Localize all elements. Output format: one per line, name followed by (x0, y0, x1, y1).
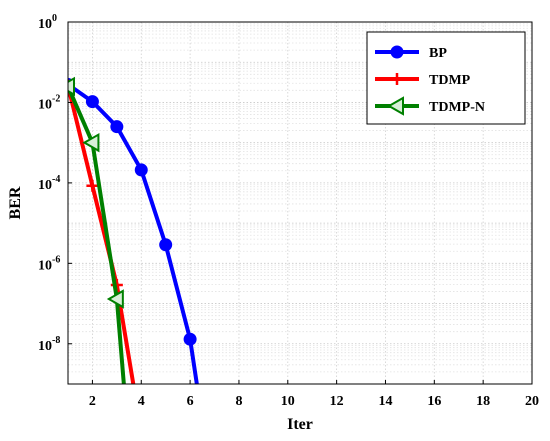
series-tdmp-n (68, 76, 126, 384)
y-axis-label: BER (7, 186, 24, 219)
y-tick-label: 10-4 (38, 174, 60, 193)
data-point-bp (110, 120, 124, 134)
x-axis-label: Iter (287, 416, 313, 433)
grid (68, 22, 533, 385)
data-point-bp (134, 163, 148, 177)
legend: BP TDMP TDMP-N (366, 31, 526, 125)
x-axis-ticks: 2 4 6 8 10 12 14 16 18 20 (89, 380, 539, 409)
x-tick-label: 20 (525, 394, 539, 409)
x-tick-label: 8 (235, 394, 242, 409)
legend-label-tdmp-n: TDMP-N (429, 100, 485, 115)
series-bp (68, 77, 199, 384)
plot-frame (67, 21, 533, 385)
y-tick-exponent: -6 (52, 254, 60, 265)
x-tick-label: 4 (138, 394, 145, 409)
x-tick-label: 18 (476, 394, 490, 409)
legend-label-tdmp: TDMP (429, 73, 471, 88)
series-layer (68, 76, 199, 384)
data-point-bp (159, 238, 173, 252)
y-tick-exponent: 0 (52, 13, 57, 24)
y-tick-exponent: -2 (52, 93, 60, 104)
x-tick-label: 14 (378, 394, 392, 409)
y-tick-label: 10-6 (38, 254, 60, 273)
legend-marker-bp (390, 45, 404, 59)
y-axis-ticks: 100 10-2 10-4 10-6 10-8 (38, 13, 72, 354)
x-tick-label: 6 (187, 394, 194, 409)
legend-marker-tdmp-n (386, 96, 404, 116)
data-point-bp (85, 95, 99, 109)
data-point-bp (183, 332, 197, 346)
series-line-tdmp (68, 85, 136, 384)
y-tick-exponent: -8 (52, 335, 60, 346)
series-line-tdmp-n (68, 85, 126, 384)
legend-marker-tdmp (391, 73, 403, 85)
y-tick-exponent: -4 (52, 174, 60, 185)
x-tick-label: 12 (330, 394, 344, 409)
y-tick-label: 10-8 (38, 335, 60, 354)
data-point-tdmp-n (106, 289, 124, 309)
data-point-tdmp-n (68, 76, 75, 97)
data-point-tdmp-n (82, 132, 100, 153)
legend-label-bp: BP (429, 46, 447, 61)
data-point-tdmp (86, 179, 99, 192)
x-tick-label: 2 (89, 394, 96, 409)
y-tick-label: 10-2 (38, 93, 60, 112)
y-tick-label: 100 (38, 13, 57, 32)
x-tick-label: 16 (427, 394, 441, 409)
x-tick-label: 10 (281, 394, 295, 409)
